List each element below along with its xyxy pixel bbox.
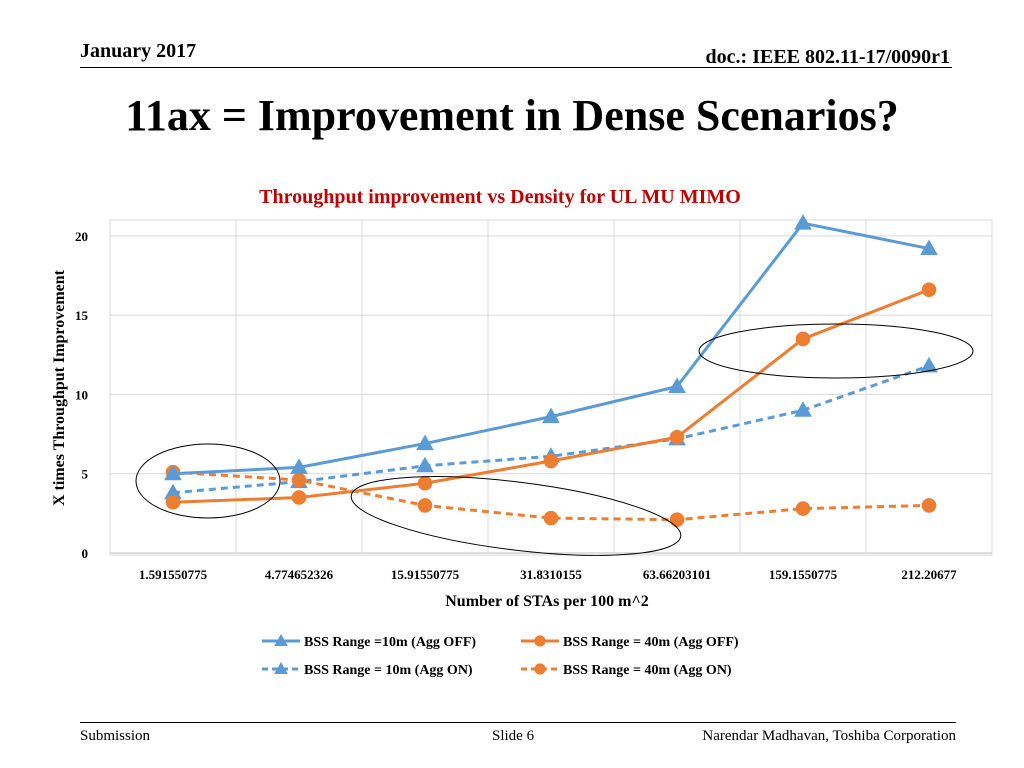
series-1-point-4 <box>542 407 560 424</box>
legend-swatch-marker-4 <box>534 663 546 675</box>
series-4-point-5 <box>669 512 685 528</box>
x-tick-label-1: 1.591550775 <box>139 567 208 582</box>
series-2 <box>165 282 937 510</box>
legend-label-2: BSS Range = 40m (Agg OFF) <box>563 635 739 650</box>
y-tick-label-10: 10 <box>75 387 88 402</box>
annotation-ellipse-left <box>135 443 281 519</box>
x-tick-label-6: 159.1550775 <box>769 567 838 582</box>
x-axis-label: Number of STAs per 100 m^2 <box>445 593 649 610</box>
legend-label-4: BSS Range = 40m (Agg ON) <box>563 663 732 678</box>
series-1-line <box>172 221 930 476</box>
footer-divider <box>80 722 956 723</box>
series-2-point-3 <box>417 475 433 491</box>
series-3 <box>164 356 938 500</box>
series-4-point-4 <box>543 510 559 526</box>
chart-title: Throughput improvement vs Density for UL… <box>259 186 741 208</box>
series-4-point-2 <box>291 472 307 488</box>
x-tick-label-4: 31.8310155 <box>520 567 582 582</box>
series-2-point-1 <box>165 494 181 510</box>
series-2-line <box>172 288 930 504</box>
series-3-point-6 <box>794 401 812 417</box>
series-4-point-6 <box>795 501 811 516</box>
footer-author: Narendar Madhavan, Toshiba Corporation <box>702 728 956 744</box>
legend-item-4: BSS Range = 40m (Agg ON) <box>521 663 732 678</box>
legend-item-2: BSS Range = 40m (Agg OFF) <box>521 635 739 650</box>
y-tick-label-0: 0 <box>82 546 89 561</box>
x-tick-label-3: 15.91550775 <box>391 567 460 582</box>
series-1-point-6 <box>794 214 812 230</box>
y-tick-label-20: 20 <box>75 229 88 244</box>
legend-swatch-marker-3 <box>274 661 288 674</box>
annotation-ellipses <box>135 323 974 556</box>
footer-slide-number: Slide 6 <box>492 728 535 744</box>
series-1-point-5 <box>668 377 686 393</box>
series-3-point-3 <box>416 456 434 473</box>
header-doc-id: doc.: IEEE 802.11-17/0090r1 <box>705 46 950 68</box>
series-1-point-3 <box>416 434 434 451</box>
series-4 <box>165 464 937 528</box>
series-4-point-3 <box>417 498 433 513</box>
y-tick-labels: 0 5 10 15 20 <box>75 229 89 561</box>
annotation-ellipse-right <box>698 323 974 379</box>
header-date: January 2017 <box>80 40 197 62</box>
series-2-point-5 <box>669 429 685 445</box>
series-group <box>164 214 938 528</box>
legend: BSS Range =10m (Agg OFF) BSS Range = 40m … <box>262 633 739 678</box>
plot-area-border <box>109 219 993 556</box>
y-tick-label-15: 15 <box>75 308 89 323</box>
x-tick-label-7: 212.20677 <box>901 567 957 582</box>
legend-swatch-marker-2 <box>534 635 546 647</box>
y-axis-label: X times Throughput Improvement <box>51 269 68 506</box>
x-tick-label-2: 4.774652326 <box>265 567 334 582</box>
series-4-point-7 <box>921 498 937 513</box>
x-tick-labels: 1.591550775 4.774652326 15.91550775 31.8310… <box>139 567 957 582</box>
legend-label-1: BSS Range =10m (Agg OFF) <box>304 635 476 650</box>
series-3-point-7 <box>920 356 938 373</box>
grid-lines <box>110 220 992 554</box>
footer-submission: Submission <box>80 728 151 744</box>
legend-item-1: BSS Range =10m (Agg OFF) <box>262 633 476 650</box>
y-tick-label-5: 5 <box>82 467 89 482</box>
series-1-point-1 <box>164 464 182 481</box>
series-2-point-6 <box>795 331 811 347</box>
annotation-ellipse-middle <box>350 476 682 556</box>
series-1 <box>164 214 938 481</box>
legend-label-3: BSS Range = 10m (Agg ON) <box>304 663 473 678</box>
header-divider <box>80 67 952 68</box>
series-1-point-2 <box>290 458 308 474</box>
series-2-point-2 <box>291 490 307 505</box>
series-2-point-4 <box>543 453 559 469</box>
legend-swatch-marker-1 <box>274 633 288 646</box>
series-2-point-7 <box>921 282 937 298</box>
legend-item-3: BSS Range = 10m (Agg ON) <box>262 661 473 678</box>
series-1-point-7 <box>920 239 938 256</box>
x-tick-label-5: 63.66203101 <box>643 567 711 582</box>
slide-title: 11ax = Improvement in Dense Scenarios? <box>125 91 899 140</box>
